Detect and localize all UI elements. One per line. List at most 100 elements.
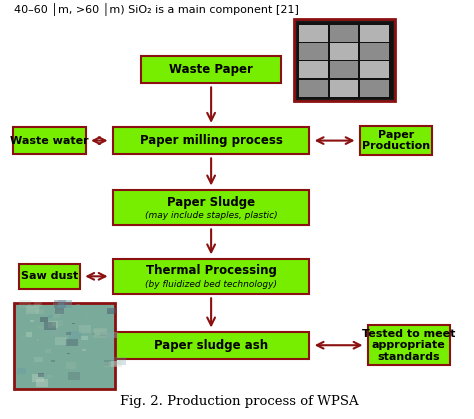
Text: Paper sludge ash: Paper sludge ash [154, 339, 268, 352]
Text: Production: Production [362, 142, 430, 151]
FancyBboxPatch shape [94, 328, 107, 335]
FancyBboxPatch shape [360, 126, 432, 155]
Text: Waste Paper: Waste Paper [169, 63, 253, 76]
FancyBboxPatch shape [368, 326, 450, 365]
FancyBboxPatch shape [21, 335, 26, 338]
FancyBboxPatch shape [141, 56, 282, 83]
FancyBboxPatch shape [17, 368, 26, 374]
FancyBboxPatch shape [92, 329, 106, 338]
FancyBboxPatch shape [38, 326, 44, 329]
FancyBboxPatch shape [19, 300, 31, 308]
Text: Paper Sludge: Paper Sludge [167, 196, 255, 209]
FancyBboxPatch shape [57, 311, 63, 315]
FancyBboxPatch shape [38, 373, 45, 377]
FancyBboxPatch shape [113, 357, 127, 365]
FancyBboxPatch shape [35, 357, 43, 362]
FancyBboxPatch shape [66, 362, 76, 369]
FancyBboxPatch shape [55, 310, 68, 318]
FancyBboxPatch shape [46, 349, 51, 353]
FancyBboxPatch shape [40, 317, 48, 321]
Text: Fig. 2. Production process of WPSA: Fig. 2. Production process of WPSA [120, 395, 358, 408]
FancyBboxPatch shape [51, 360, 55, 362]
Text: standards: standards [377, 352, 440, 362]
Text: 40–60 │m, >60 │m) SiO₂ is a main component [21]: 40–60 │m, >60 │m) SiO₂ is a main compone… [15, 3, 300, 16]
FancyBboxPatch shape [36, 309, 44, 314]
FancyBboxPatch shape [38, 337, 45, 341]
FancyBboxPatch shape [19, 264, 80, 289]
FancyBboxPatch shape [82, 349, 86, 351]
FancyBboxPatch shape [113, 127, 310, 154]
FancyBboxPatch shape [100, 332, 106, 336]
Text: Paper: Paper [378, 130, 414, 140]
FancyBboxPatch shape [15, 303, 115, 389]
FancyBboxPatch shape [36, 380, 42, 383]
FancyBboxPatch shape [30, 320, 34, 322]
FancyBboxPatch shape [299, 80, 328, 97]
FancyBboxPatch shape [107, 337, 114, 341]
FancyBboxPatch shape [104, 362, 111, 367]
FancyBboxPatch shape [48, 321, 58, 328]
FancyBboxPatch shape [64, 340, 72, 344]
FancyBboxPatch shape [72, 323, 74, 324]
FancyBboxPatch shape [297, 21, 393, 99]
FancyBboxPatch shape [54, 300, 66, 308]
FancyBboxPatch shape [299, 43, 328, 60]
FancyBboxPatch shape [53, 303, 64, 310]
Text: Paper milling process: Paper milling process [140, 134, 283, 147]
FancyBboxPatch shape [47, 375, 52, 378]
FancyBboxPatch shape [360, 62, 389, 78]
FancyBboxPatch shape [113, 259, 310, 294]
FancyBboxPatch shape [294, 20, 395, 101]
FancyBboxPatch shape [55, 337, 67, 345]
FancyBboxPatch shape [26, 306, 38, 314]
FancyBboxPatch shape [66, 332, 71, 335]
FancyBboxPatch shape [52, 320, 63, 326]
FancyBboxPatch shape [83, 313, 90, 317]
FancyBboxPatch shape [26, 332, 32, 336]
FancyBboxPatch shape [113, 190, 310, 225]
FancyBboxPatch shape [58, 300, 72, 308]
FancyBboxPatch shape [69, 331, 82, 339]
FancyBboxPatch shape [50, 329, 60, 335]
Text: Waste water: Waste water [10, 136, 89, 145]
FancyBboxPatch shape [299, 25, 328, 42]
FancyBboxPatch shape [66, 339, 78, 346]
FancyBboxPatch shape [109, 361, 118, 367]
FancyBboxPatch shape [360, 25, 389, 42]
FancyBboxPatch shape [329, 80, 358, 97]
FancyBboxPatch shape [79, 325, 91, 333]
FancyBboxPatch shape [68, 372, 81, 380]
FancyBboxPatch shape [13, 127, 86, 154]
FancyBboxPatch shape [113, 332, 310, 359]
FancyBboxPatch shape [54, 314, 60, 318]
FancyBboxPatch shape [27, 304, 40, 312]
Text: Tested to meet: Tested to meet [362, 329, 456, 339]
FancyBboxPatch shape [34, 302, 42, 307]
Text: (by fluidized bed technology): (by fluidized bed technology) [145, 279, 277, 289]
Text: Saw dust: Saw dust [21, 272, 78, 281]
FancyBboxPatch shape [91, 333, 95, 335]
Text: (may include staples, plastic): (may include staples, plastic) [145, 211, 277, 220]
FancyBboxPatch shape [329, 43, 358, 60]
FancyBboxPatch shape [111, 361, 122, 367]
FancyBboxPatch shape [107, 308, 116, 314]
FancyBboxPatch shape [109, 308, 115, 313]
FancyBboxPatch shape [299, 62, 328, 78]
FancyBboxPatch shape [37, 339, 39, 341]
FancyBboxPatch shape [76, 304, 80, 306]
FancyBboxPatch shape [107, 332, 118, 338]
FancyBboxPatch shape [360, 80, 389, 97]
FancyBboxPatch shape [360, 43, 389, 60]
FancyBboxPatch shape [329, 25, 358, 42]
FancyBboxPatch shape [36, 379, 48, 387]
Text: Thermal Processing: Thermal Processing [146, 264, 276, 277]
FancyBboxPatch shape [44, 322, 56, 330]
FancyBboxPatch shape [81, 336, 88, 340]
FancyBboxPatch shape [48, 316, 52, 318]
FancyBboxPatch shape [55, 308, 64, 314]
FancyBboxPatch shape [104, 360, 114, 366]
FancyBboxPatch shape [329, 62, 358, 78]
FancyBboxPatch shape [67, 353, 70, 354]
FancyBboxPatch shape [32, 375, 44, 382]
Text: appropriate: appropriate [372, 340, 446, 350]
